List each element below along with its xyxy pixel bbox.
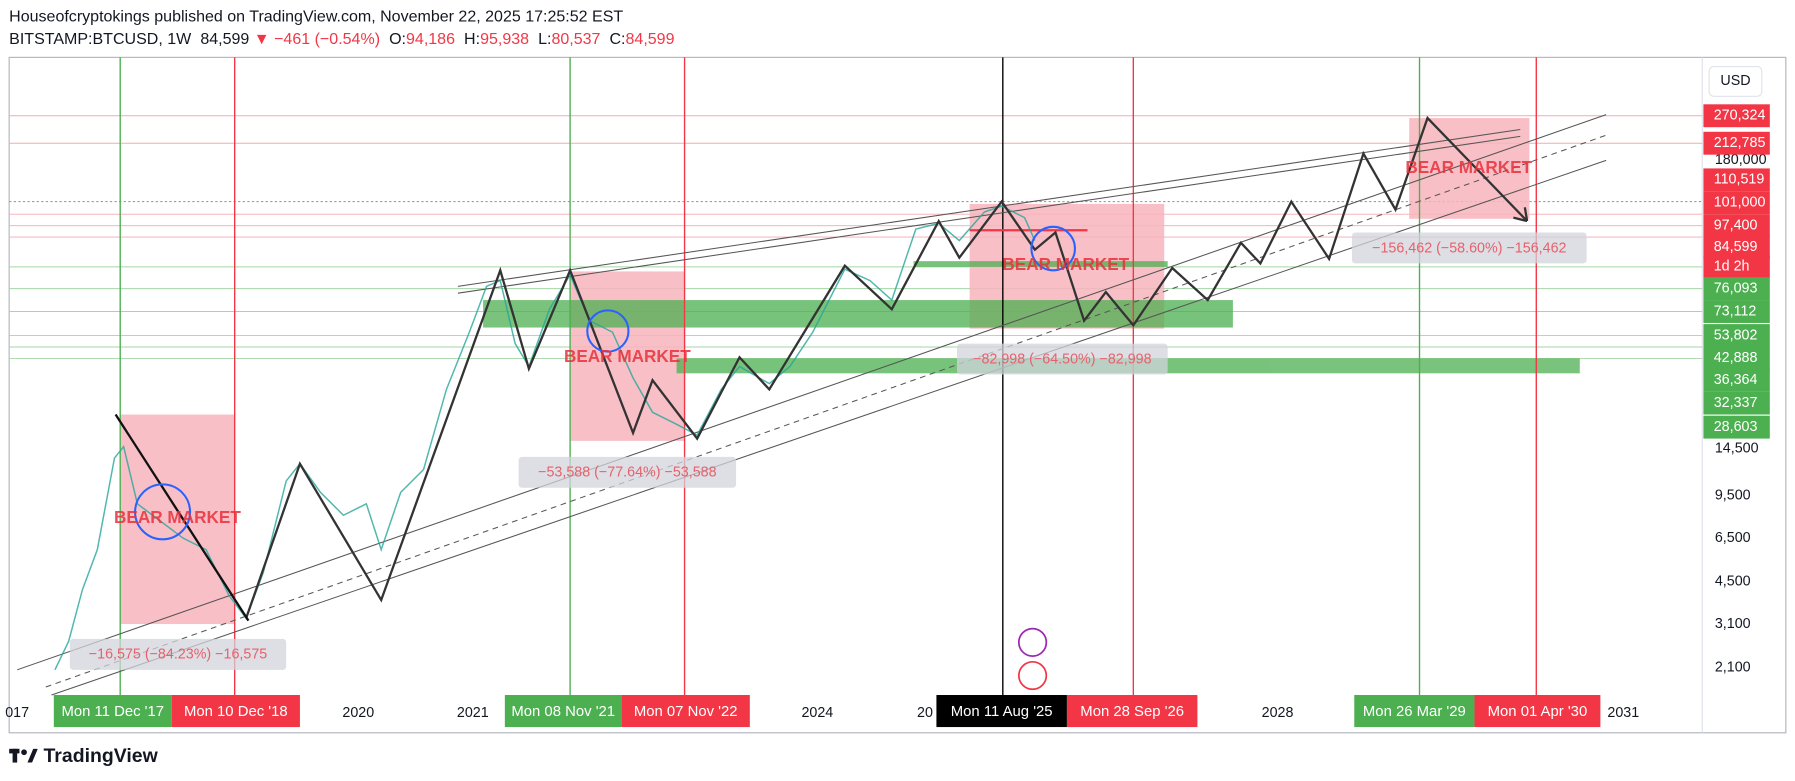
footer-logo xyxy=(9,748,38,763)
bear-market-label: BEAR MARKET xyxy=(564,346,691,366)
event-icon[interactable] xyxy=(1017,627,1048,657)
price-tag-label: 212,785 xyxy=(1714,135,1766,151)
price-tag-label: 270,324 xyxy=(1714,108,1766,124)
price-tag xyxy=(1703,300,1770,323)
price-tag xyxy=(1703,324,1770,347)
time-marker-label: Mon 11 Dec '17 xyxy=(61,704,164,720)
time-marker xyxy=(1066,695,1198,728)
open: 94,186 xyxy=(406,30,455,48)
circles xyxy=(134,225,1076,541)
arrow-head xyxy=(1513,207,1529,223)
time-label: 20 xyxy=(917,705,933,721)
price-label: 6,500 xyxy=(1715,530,1751,546)
bear-market-label: BEAR MARKET xyxy=(114,507,241,527)
change: −461 (−0.54%) xyxy=(274,30,380,48)
price-tag xyxy=(1703,391,1770,415)
high: 95,938 xyxy=(480,30,529,48)
last-price: 84,599 xyxy=(200,30,249,48)
time-marker xyxy=(1354,695,1475,728)
bear-market-label: BEAR MARKET xyxy=(1002,254,1129,274)
measure-label: −16,575 (−84.23%) −16,575 xyxy=(89,647,268,663)
time-marker-label: Mon 07 Nov '22 xyxy=(634,704,738,720)
time-label: 2021 xyxy=(457,705,489,721)
price-label: 9,500 xyxy=(1715,488,1751,504)
trend-line xyxy=(114,413,250,622)
price-tag-label: 110,519 xyxy=(1714,172,1765,188)
time-marker xyxy=(1474,695,1601,728)
price-tag-label: 28,603 xyxy=(1714,419,1758,435)
time-marker-label: Mon 01 Apr '30 xyxy=(1488,704,1588,720)
time-marker xyxy=(504,695,622,728)
time-marker-label: Mon 11 Aug '25 xyxy=(951,704,1053,720)
price-tag xyxy=(1703,277,1770,301)
price-tag-label: 101,000 xyxy=(1714,195,1766,211)
projection-zigzag xyxy=(245,115,1528,619)
time-marker xyxy=(53,695,172,728)
low-label: L: xyxy=(538,30,551,48)
measure-label: −53,588 (−77.64%) −53,588 xyxy=(538,465,717,481)
price-label: 2,100 xyxy=(1715,659,1751,675)
price-tag xyxy=(1703,415,1770,439)
bear-market-label: BEAR MARKET xyxy=(1405,157,1532,177)
price-tag xyxy=(1703,104,1770,128)
time-marker xyxy=(171,695,300,728)
currency: USD xyxy=(1720,73,1750,89)
channel-lines xyxy=(17,114,1607,696)
symbol: BITSTAMP:BTCUSD, 1W xyxy=(9,30,192,48)
time-label: 017 xyxy=(5,705,29,721)
time-marker xyxy=(621,695,750,728)
time-marker-label: Mon 10 Dec '18 xyxy=(184,704,288,720)
price-tag xyxy=(1703,131,1770,155)
currency-button[interactable] xyxy=(1708,65,1763,97)
time-label: 2024 xyxy=(801,705,833,721)
time-marker xyxy=(936,695,1067,728)
ohlc-line: BITSTAMP:BTCUSD, 1W 84,599 ▼ −461 (−0.54… xyxy=(9,30,674,48)
measure-box xyxy=(518,456,737,488)
brand: TradingView xyxy=(44,745,159,767)
low: 80,537 xyxy=(551,30,600,48)
down-arrow: ▼ xyxy=(254,30,270,48)
price-tag xyxy=(1703,168,1770,192)
time-label: 2028 xyxy=(1262,705,1294,721)
price-tag-label: 73,112 xyxy=(1714,303,1757,319)
cycle-lines xyxy=(119,57,1537,696)
time-marker-label: Mon 28 Sep '26 xyxy=(1080,704,1184,720)
price-tag-label: 97,400 xyxy=(1714,217,1758,233)
time-marker-label: Mon 08 Nov '21 xyxy=(511,704,615,720)
close: 84,599 xyxy=(626,30,675,48)
price-tag-label: 32,337 xyxy=(1714,395,1758,411)
price-tag-label: 76,093 xyxy=(1714,280,1758,296)
price-label: 4,500 xyxy=(1715,573,1751,589)
price-tag-label: 84,599 xyxy=(1714,239,1758,255)
price-tag xyxy=(1703,214,1770,238)
price-tag-label: 53,802 xyxy=(1714,327,1758,343)
time-label: 2020 xyxy=(342,705,374,721)
measure-label: −82,998 (−64.50%) −82,998 xyxy=(973,351,1152,367)
time-marker-label: Mon 26 Mar '29 xyxy=(1363,704,1466,720)
price-tag xyxy=(1703,235,1770,259)
price-tag xyxy=(1703,191,1770,215)
price-tag xyxy=(1703,255,1770,279)
close-label: C: xyxy=(609,30,625,48)
chart-frame xyxy=(8,56,1787,734)
measure-box xyxy=(957,343,1168,375)
high-label: H: xyxy=(464,30,480,48)
price-tag-label: 36,364 xyxy=(1714,372,1758,388)
measure-box xyxy=(69,638,287,670)
price-tag-label: 1d 2h xyxy=(1714,259,1750,275)
price-label: 3,100 xyxy=(1715,616,1751,632)
event-icon[interactable] xyxy=(1017,660,1048,691)
price-tag xyxy=(1703,346,1770,370)
price-tag xyxy=(1703,368,1770,392)
price-label: 180,000 xyxy=(1715,152,1767,168)
price-tag-label: 42,888 xyxy=(1714,350,1758,366)
time-label: 2031 xyxy=(1607,705,1639,721)
price-trace xyxy=(54,205,1036,671)
price-label: 14,500 xyxy=(1715,441,1759,457)
publisher: Houseofcryptokings published on TradingV… xyxy=(9,8,623,26)
measure-label: −156,462 (−58.60%) −156,462 xyxy=(1372,240,1566,256)
measure-box xyxy=(1351,232,1587,264)
open-label: O: xyxy=(389,30,406,48)
